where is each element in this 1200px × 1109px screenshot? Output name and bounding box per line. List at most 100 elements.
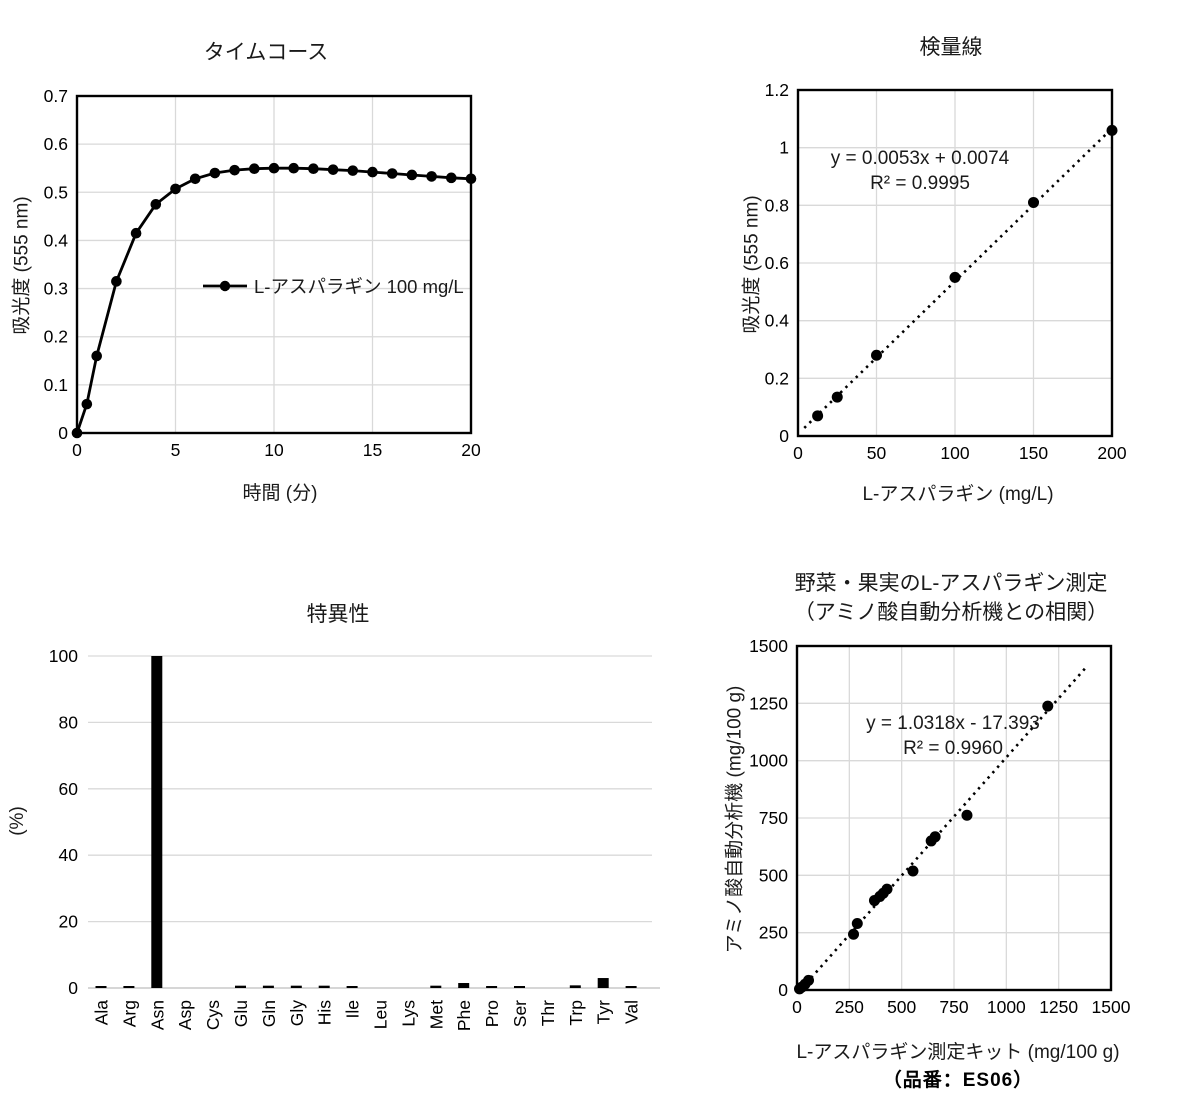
- specificity-category-label: Gln: [259, 1000, 279, 1027]
- specificity-bar-Pro: [486, 986, 498, 988]
- correlation-caption-product-number: （品番：ES06）: [882, 1070, 1034, 1091]
- time-course-y-tick-label: 0.7: [44, 86, 68, 106]
- calibration-y-tick-label: 0.4: [765, 311, 790, 331]
- correlation-y-tick-label: 1250: [749, 693, 788, 713]
- specificity-bar-Ala: [95, 986, 107, 988]
- calibration-data-point: [871, 349, 882, 361]
- correlation-r-squared: R² = 0.9960: [903, 737, 1003, 759]
- time-course-y-tick-label: 0.6: [44, 134, 68, 154]
- calibration-x-axis-title: L-アスパラギン (mg/L): [862, 484, 1054, 505]
- calibration-x-tick-label: 0: [793, 443, 803, 463]
- time-course-x-tick-label: 20: [461, 440, 481, 460]
- specificity-category-label: Pro: [482, 1000, 502, 1027]
- time-course-x-tick-label: 0: [72, 440, 82, 460]
- correlation-data-point: [803, 974, 815, 986]
- specificity-bar-Trp: [569, 985, 581, 988]
- specificity-category-label: Gly: [287, 1000, 307, 1027]
- time-course-series-line: [75, 166, 472, 434]
- correlation-y-tick-label: 1500: [749, 636, 788, 656]
- specificity-category-label: Lys: [398, 1000, 418, 1027]
- correlation-x-tick-label: 1000: [987, 997, 1026, 1017]
- time-course-data-point: [406, 169, 418, 181]
- specificity-category-label: Ser: [510, 1000, 530, 1027]
- specificity-category-label: Glu: [231, 1000, 251, 1027]
- correlation-y-tick-label: 750: [759, 808, 788, 828]
- specificity-category-label: Trp: [566, 1000, 586, 1026]
- time-course-data-point: [308, 163, 319, 174]
- calibration-y-tick-label: 1: [779, 138, 789, 158]
- correlation-data-point: [907, 865, 919, 877]
- specificity-y-axis-title: (%): [7, 806, 28, 836]
- specificity-category-label: Arg: [119, 1000, 139, 1027]
- correlation-data-point: [881, 883, 893, 895]
- time-course-data-point: [71, 427, 83, 439]
- specificity-category-label: Ala: [92, 1000, 112, 1026]
- calibration-plot: 0 50 100 150 200 0 0.2 0.4 0.6 0.8 1 1.2: [765, 80, 1127, 463]
- time-course-data-point: [426, 171, 437, 182]
- time-course-y-tick-label: 0.5: [44, 182, 68, 202]
- specificity-category-label: Cys: [203, 1000, 223, 1030]
- specificity-bar-Phe: [458, 983, 470, 988]
- calibration-data-point: [1106, 124, 1118, 136]
- calibration-data-point: [949, 271, 961, 283]
- specificity-y-tick-label: 60: [59, 779, 79, 799]
- specificity-bar-Asn: [151, 656, 163, 988]
- time-course-y-tick-label: 0.4: [44, 230, 69, 250]
- time-course-plot: 0 5 10 15 20 0 0.1 0.2 0.3 0.4 0.5 0.6 0.7: [44, 86, 481, 460]
- time-course-data-point: [150, 199, 162, 210]
- specificity-category-label: Leu: [371, 1000, 391, 1029]
- correlation-data-point: [848, 928, 860, 940]
- calibration-x-tick-label: 200: [1097, 443, 1126, 463]
- calibration-y-tick-label: 0: [779, 426, 789, 446]
- calibration-data-point: [1028, 196, 1039, 208]
- specificity-category-label: His: [315, 1000, 335, 1026]
- calibration-equation: y = 0.0053x + 0.0074 R² = 0.9995: [770, 147, 1070, 196]
- time-course-data-point: [91, 350, 102, 362]
- time-course-data-point: [347, 165, 359, 176]
- specificity-bar-Met: [430, 985, 442, 988]
- correlation-data-point: [961, 809, 973, 821]
- correlation-equation: y = 1.0318x - 17.393 R² = 0.9960: [803, 712, 1103, 761]
- time-course-x-axis-title: 時間 (分): [242, 483, 318, 504]
- correlation-data-point: [1042, 700, 1054, 712]
- specificity-category-label: Met: [426, 1000, 446, 1029]
- legend-line-marker-icon: [203, 280, 247, 292]
- correlation-plot: 0 250 500 750 1000 1250 1500 0 250 500 750 1000 1250…: [749, 636, 1131, 1017]
- calibration-y-tick-label: 0.2: [765, 368, 789, 388]
- specificity-title: 特異性: [306, 603, 370, 626]
- specificity-y-tick-label: 100: [49, 646, 78, 666]
- specificity-category-label: Thr: [538, 1000, 558, 1026]
- time-course-data-point: [81, 398, 93, 410]
- time-course-data-point: [170, 183, 181, 195]
- specificity-bar-Gly: [290, 985, 302, 988]
- time-course-legend: L-アスパラギン 100 mg/L: [202, 273, 464, 299]
- specificity-category-label: Ile: [343, 1000, 363, 1018]
- time-course-y-tick-label: 0.1: [44, 375, 68, 395]
- specificity-y-tick-label: 20: [59, 912, 79, 932]
- correlation-plot-border: [795, 644, 1113, 992]
- time-course-data-point: [249, 163, 260, 174]
- specificity-bar-Gln: [262, 985, 274, 988]
- time-course-x-tick-label: 15: [363, 440, 382, 460]
- specificity-y-tick-label: 0: [68, 978, 78, 998]
- correlation-y-tick-label: 1000: [749, 751, 788, 771]
- time-course-data-point: [111, 276, 122, 287]
- correlation-x-tick-label: 1250: [1039, 997, 1078, 1017]
- specificity-category-label: Tyr: [594, 1000, 614, 1024]
- calibration-y-axis-title: 吸光度 (555 nm): [741, 195, 763, 334]
- time-course-data-point: [288, 162, 300, 174]
- specificity-bar-Arg: [123, 986, 135, 988]
- specificity-bar-Ile: [346, 986, 358, 988]
- specificity-bar-Val: [625, 986, 637, 988]
- correlation-data-point: [929, 831, 941, 843]
- specificity-y-tick-label: 40: [59, 845, 79, 865]
- calibration-x-tick-label: 50: [867, 443, 887, 463]
- time-course-data-point: [327, 164, 339, 175]
- calibration-y-tick-label: 1.2: [765, 80, 789, 100]
- correlation-x-tick-label: 750: [939, 997, 968, 1017]
- specificity-category-label: Asp: [175, 1000, 195, 1030]
- specificity-bar-Glu: [235, 985, 246, 988]
- time-course-data-point: [386, 168, 398, 179]
